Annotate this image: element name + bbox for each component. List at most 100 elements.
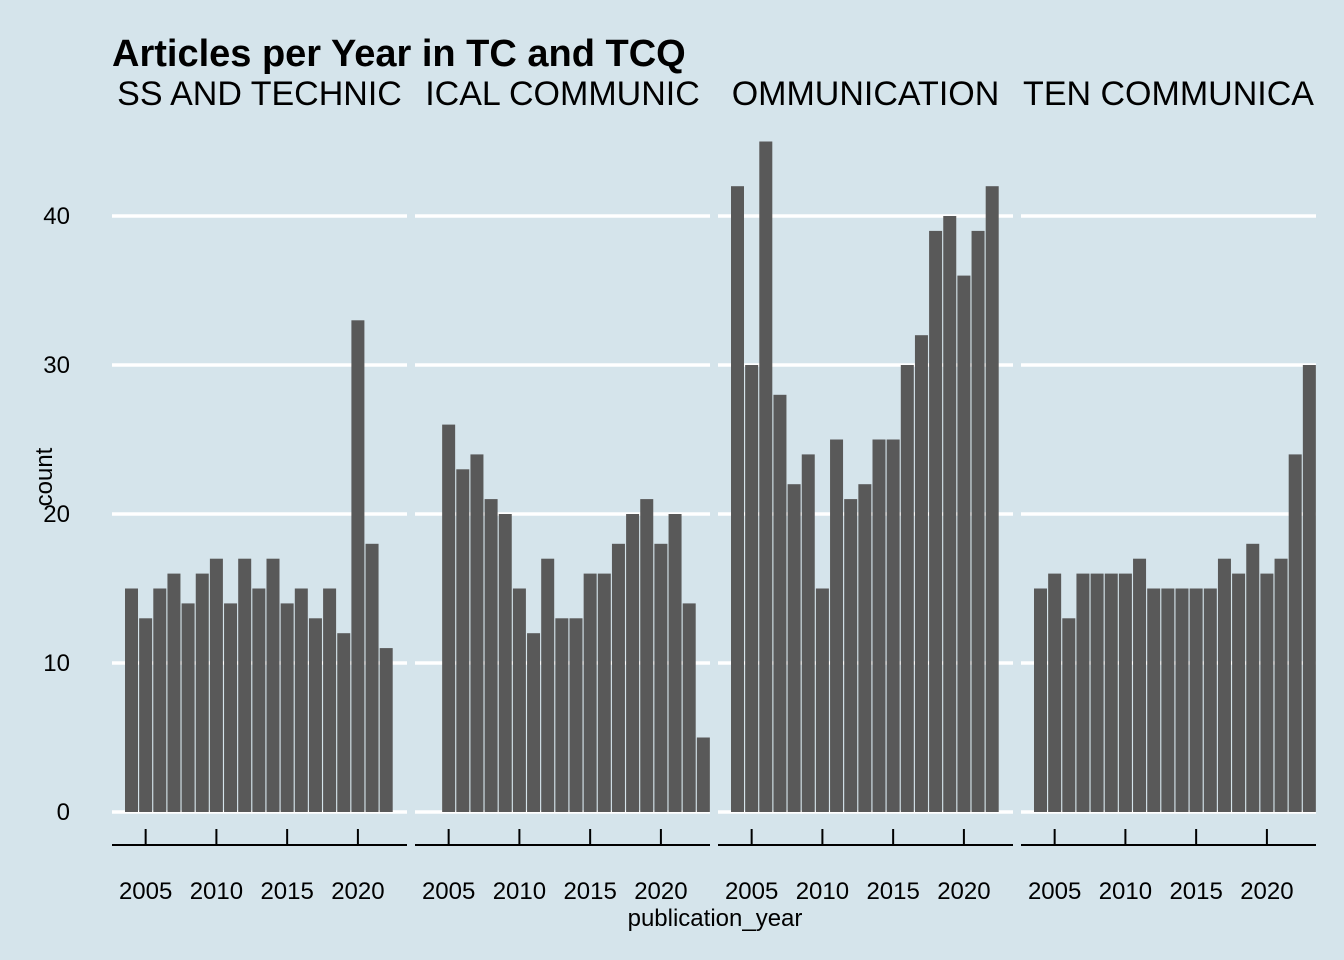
bar (971, 230, 985, 812)
x-tick-label: 2005 (725, 878, 778, 905)
bar (1260, 573, 1274, 812)
x-tick-label: 2005 (119, 878, 172, 905)
bar (294, 588, 308, 812)
bar (731, 186, 744, 812)
bar (654, 543, 668, 812)
bar (498, 514, 512, 812)
bar (181, 603, 195, 812)
x-tick-label: 2005 (1028, 878, 1081, 905)
bar (541, 558, 555, 812)
bar (858, 484, 872, 812)
bar (125, 588, 138, 812)
x-tick-label: 2015 (563, 878, 616, 905)
x-tick-label: 2015 (1169, 878, 1222, 905)
x-tick-label: 2005 (422, 878, 475, 905)
facet-strip-label: OMMUNICATION (732, 75, 1000, 113)
bar (266, 558, 280, 812)
facet-panel: OMMUNICATION 2005 2010 2015 2020 (718, 75, 1013, 905)
bar (1203, 588, 1217, 812)
bar (209, 558, 223, 812)
chart-title: Articles per Year in TC and TCQ (112, 33, 686, 75)
facet-panel: ICAL COMMUNIC 2005 2010 2015 2020 (415, 75, 710, 905)
facet-panel: TEN COMMUNICA 2005 2010 2015 2020 (1021, 75, 1316, 905)
bar (139, 618, 153, 812)
bar (1118, 573, 1132, 812)
facet-panel: SS AND TECHNIC 2005 2010 2015 2020 (112, 75, 407, 905)
bar (682, 603, 696, 812)
bar (1274, 558, 1288, 812)
bar (337, 633, 351, 812)
bar (611, 543, 625, 812)
y-tick-label: 40 (43, 203, 70, 230)
bar (1048, 573, 1062, 812)
bar (379, 648, 393, 812)
bar (470, 454, 484, 812)
y-axis-title: count (31, 447, 58, 506)
bar (1133, 558, 1147, 812)
bar (1104, 573, 1118, 812)
bar (583, 573, 597, 812)
bar (900, 365, 914, 812)
bar (759, 141, 773, 812)
x-tick-label: 2010 (493, 878, 546, 905)
bar (1034, 588, 1047, 812)
facet-strip-label: TEN COMMUNICA (1023, 75, 1314, 113)
bar (555, 618, 569, 812)
bar (626, 514, 640, 812)
x-tick-label: 2010 (796, 878, 849, 905)
bar (886, 439, 900, 812)
bar (1189, 588, 1203, 812)
y-tick-label: 30 (43, 352, 70, 379)
bar (597, 573, 611, 812)
x-tick-label: 2010 (190, 878, 243, 905)
bar (815, 588, 829, 812)
bar (696, 737, 710, 812)
x-tick-label: 2010 (1099, 878, 1152, 905)
bar (1147, 588, 1161, 812)
bar (365, 543, 379, 812)
bar (1302, 365, 1316, 812)
bar (484, 499, 498, 812)
bar (456, 469, 470, 812)
bar (1246, 543, 1260, 812)
bar (308, 618, 322, 812)
bar (153, 588, 167, 812)
bar (640, 499, 654, 812)
bar (569, 618, 583, 812)
bar (985, 186, 999, 812)
bar (872, 439, 886, 812)
bar (224, 603, 238, 812)
x-tick-label: 2020 (937, 878, 990, 905)
bar (844, 499, 858, 812)
bar (252, 588, 266, 812)
bar (527, 633, 541, 812)
bar (280, 603, 294, 812)
bar (929, 230, 943, 812)
x-tick-label: 2020 (331, 878, 384, 905)
bar (442, 424, 456, 812)
bar (1217, 558, 1231, 812)
bar (323, 588, 337, 812)
bar (801, 454, 815, 812)
bar (167, 573, 181, 812)
bar (195, 573, 209, 812)
y-tick-label: 20 (43, 501, 70, 528)
bar (668, 514, 682, 812)
bar (943, 216, 957, 812)
bar (1161, 588, 1175, 812)
bar (1288, 454, 1302, 812)
bar (1175, 588, 1189, 812)
x-axis-title: publication_year (628, 905, 803, 932)
bar (512, 588, 526, 812)
bar (830, 439, 844, 812)
bar (914, 335, 928, 812)
bar (1090, 573, 1104, 812)
bar (1232, 573, 1246, 812)
bar (351, 320, 365, 812)
x-tick-label: 2015 (260, 878, 313, 905)
bar (1062, 618, 1076, 812)
x-tick-label: 2015 (866, 878, 919, 905)
bar (238, 558, 252, 812)
